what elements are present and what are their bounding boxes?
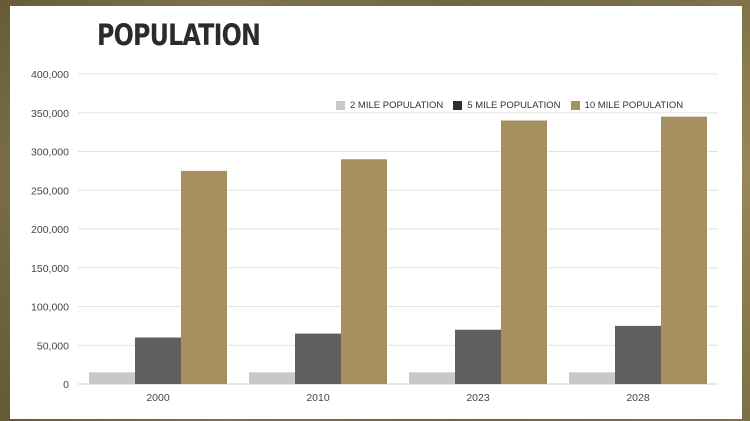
- bar-two-mile-2023: [409, 372, 455, 384]
- y-tick-label: 100,000: [31, 302, 69, 314]
- x-tick-label: 2000: [146, 392, 170, 404]
- y-tick-label: 250,000: [31, 185, 69, 197]
- bar-two-mile-2000: [89, 372, 135, 384]
- bar-two-mile-2028: [569, 372, 615, 384]
- bar-ten-mile-2010: [341, 159, 387, 384]
- bar-five-mile-2023: [455, 329, 501, 384]
- bar-ten-mile-2028: [661, 116, 707, 384]
- chart-title: POPULATION: [97, 18, 261, 52]
- bar-five-mile-2028: [615, 325, 661, 384]
- legend-label-5-mile: 5 MILE POPULATION: [467, 100, 561, 111]
- x-tick-label: 2023: [466, 392, 490, 404]
- y-tick-label: 50,000: [37, 340, 69, 352]
- x-tick-label: 2028: [626, 392, 650, 404]
- legend-item-2-mile: 2 MILE POPULATION: [336, 100, 443, 111]
- bar-two-mile-2010: [249, 372, 295, 384]
- y-tick-label: 150,000: [31, 263, 69, 275]
- bar-five-mile-2010: [295, 333, 341, 384]
- chart-legend: 2 MILE POPULATION 5 MILE POPULATION 10 M…: [336, 100, 683, 111]
- bar-ten-mile-2000: [181, 170, 227, 384]
- y-tick-label: 400,000: [31, 69, 69, 81]
- y-tick-label: 200,000: [31, 224, 69, 236]
- legend-item-5-mile: 5 MILE POPULATION: [453, 100, 561, 111]
- legend-item-10-mile: 10 MILE POPULATION: [570, 100, 684, 111]
- x-tick-label: 2010: [306, 392, 330, 404]
- legend-swatch-2-mile: [336, 101, 345, 110]
- bar-five-mile-2000: [135, 337, 181, 384]
- y-tick-label: 300,000: [31, 147, 69, 159]
- legend-swatch-10-mile: [570, 101, 580, 110]
- legend-label-10-mile: 10 MILE POPULATION: [584, 100, 684, 111]
- legend-label-2-mile: 2 MILE POPULATION: [350, 100, 444, 111]
- bar-ten-mile-2023: [501, 120, 547, 384]
- y-tick-label: 0: [63, 379, 69, 391]
- y-tick-label: 350,000: [31, 108, 69, 120]
- legend-swatch-5-mile: [453, 101, 463, 110]
